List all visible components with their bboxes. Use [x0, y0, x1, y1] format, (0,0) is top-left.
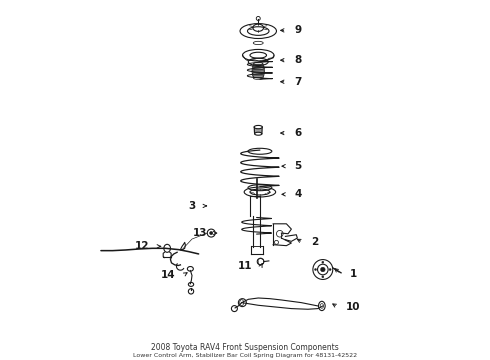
Text: 4: 4 — [294, 189, 302, 199]
Text: 12: 12 — [134, 241, 149, 251]
Circle shape — [315, 269, 317, 270]
Text: 7: 7 — [294, 77, 302, 87]
Circle shape — [329, 269, 331, 270]
Text: 2: 2 — [311, 237, 318, 247]
Circle shape — [322, 261, 324, 263]
Text: 13: 13 — [193, 228, 207, 238]
Text: Lower Control Arm, Stabilizer Bar Coil Spring Diagram for 48131-42522: Lower Control Arm, Stabilizer Bar Coil S… — [133, 353, 357, 358]
Text: 14: 14 — [161, 270, 175, 280]
Text: 5: 5 — [294, 161, 302, 171]
Circle shape — [320, 267, 325, 272]
Circle shape — [322, 276, 324, 278]
Text: 9: 9 — [294, 26, 302, 35]
Text: 3: 3 — [188, 201, 196, 211]
Text: 8: 8 — [294, 55, 302, 65]
Text: 1: 1 — [349, 269, 357, 279]
Text: 10: 10 — [346, 302, 361, 312]
Text: 6: 6 — [294, 128, 302, 138]
Circle shape — [210, 231, 213, 235]
Text: 2008 Toyota RAV4 Front Suspension Components: 2008 Toyota RAV4 Front Suspension Compon… — [151, 343, 339, 352]
Text: 11: 11 — [238, 261, 253, 271]
